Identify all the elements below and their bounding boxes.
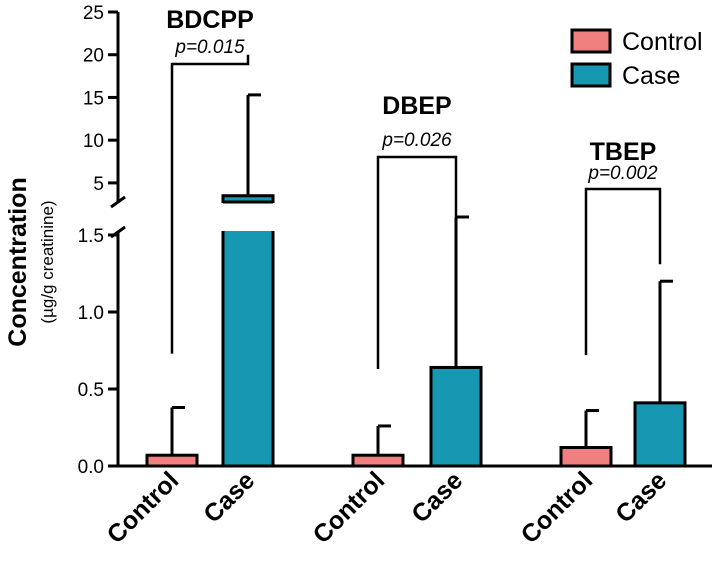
y-tick-label: 0.0 [78, 457, 104, 478]
p-value-label: p=0.002 [587, 163, 658, 184]
bar-dbep-case [429, 365, 483, 468]
axis-break-mark-top [110, 195, 126, 209]
bar-bdcpp-case [221, 194, 275, 468]
y-tick-label: 1.0 [78, 303, 104, 324]
bar-dbep-control [351, 453, 405, 468]
x-tick-label: Case [610, 466, 672, 528]
legend: Control Case [570, 28, 703, 90]
y-tick-label: 1.5 [78, 226, 104, 247]
y-tick-label: 15 [83, 88, 104, 109]
group-title-tbep: TBEP [590, 138, 657, 166]
x-tick-label: Case [198, 466, 260, 528]
y-tick-label: 10 [83, 131, 104, 152]
y-tick-label: 25 [83, 3, 104, 24]
legend-label-case: Case [622, 62, 680, 90]
legend-swatch-case [570, 62, 612, 88]
bar-break-gap [220, 203, 276, 231]
y-axis-sublabel: (µg/g creatinine) [38, 200, 57, 323]
y-axis-label: Concentration [4, 177, 32, 346]
axes [110, 12, 712, 468]
x-tick-label: Control [308, 466, 391, 549]
group-title-dbep: DBEP [382, 92, 451, 120]
y-tick-label: 0.5 [78, 380, 104, 401]
y-tick-label: 20 [83, 46, 104, 67]
bar-tbep-control [559, 446, 613, 468]
significance-bracket-tbep [584, 187, 662, 356]
x-tick-label: Case [406, 466, 468, 528]
legend-label-control: Control [622, 28, 703, 56]
x-tick-label: Control [516, 466, 599, 549]
p-value-label: p=0.026 [381, 130, 452, 151]
x-tick-label: Control [102, 466, 185, 549]
significance-bracket-bdcpp [170, 54, 250, 354]
p-value-label: p=0.015 [174, 37, 245, 58]
bar-bdcpp-control [145, 453, 199, 468]
significance-bracket-dbep [376, 155, 458, 369]
y-tick-label: 5 [93, 174, 104, 195]
group-title-bdcpp: BDCPP [166, 6, 254, 34]
legend-swatch-control [570, 28, 612, 54]
bar-tbep-case [633, 401, 687, 468]
y-ticks: 0.0 0.5 1.0 1.5 5 10 15 20 25 [78, 3, 118, 478]
